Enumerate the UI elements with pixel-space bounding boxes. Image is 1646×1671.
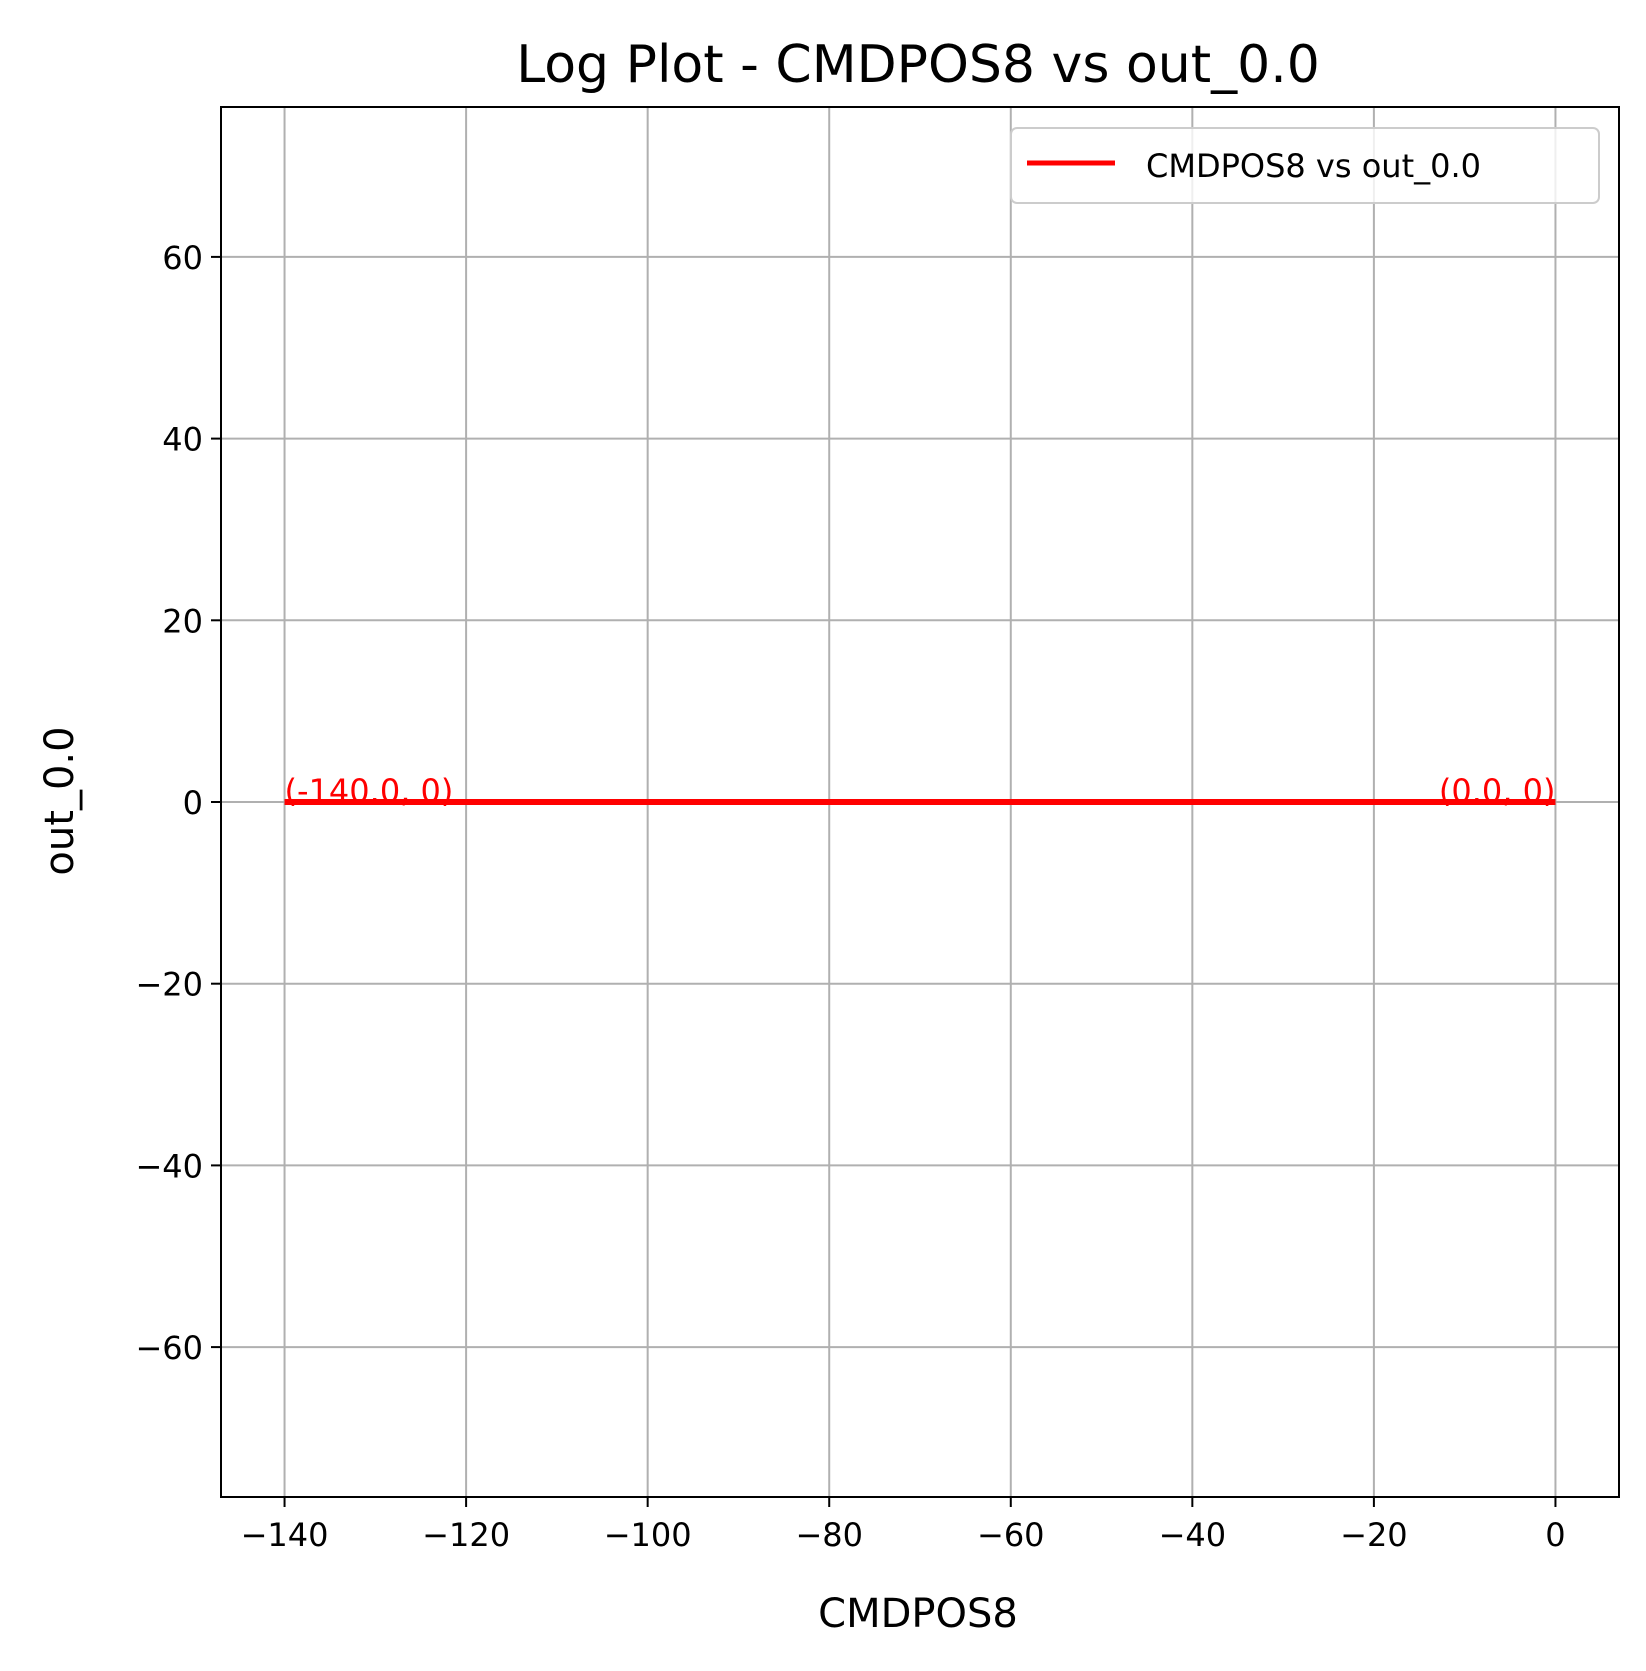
x-tick-label: −60 [977, 1516, 1045, 1554]
y-tick-label: −20 [135, 966, 203, 1004]
x-tick-label: 0 [1545, 1516, 1565, 1554]
chart-title: Log Plot - CMDPOS8 vs out_0.0 [516, 35, 1320, 95]
y-tick-label: 20 [162, 602, 203, 640]
y-axis-ticks: −60 −40 −20 0 20 40 60 [135, 239, 221, 1367]
point-annotation: (-140.0, 0) [285, 772, 454, 810]
annotation-layer: (-140.0, 0) (0.0, 0) [285, 772, 1556, 810]
y-tick-label: 0 [183, 784, 203, 822]
x-tick-label: −40 [1159, 1516, 1227, 1554]
y-tick-label: −60 [135, 1329, 203, 1367]
y-tick-label: 60 [162, 239, 203, 277]
y-tick-label: 40 [162, 421, 203, 459]
point-annotation: (0.0, 0) [1439, 772, 1556, 810]
legend-entry-label: CMDPOS8 vs out_0.0 [1146, 147, 1481, 185]
x-tick-label: −100 [604, 1516, 692, 1554]
x-tick-label: −80 [795, 1516, 863, 1554]
legend-box [1010, 127, 1600, 204]
y-axis-label: out_0.0 [37, 726, 83, 875]
legend: CMDPOS8 vs out_0.0 [1010, 127, 1600, 204]
x-tick-label: −140 [241, 1516, 329, 1554]
y-tick-label: −40 [135, 1147, 203, 1185]
x-axis-label: CMDPOS8 [818, 1591, 1018, 1637]
x-axis-ticks: −140 −120 −100 −80 −60 −40 −20 0 [241, 1497, 1566, 1554]
x-tick-label: −20 [1340, 1516, 1408, 1554]
x-tick-label: −120 [422, 1516, 510, 1554]
